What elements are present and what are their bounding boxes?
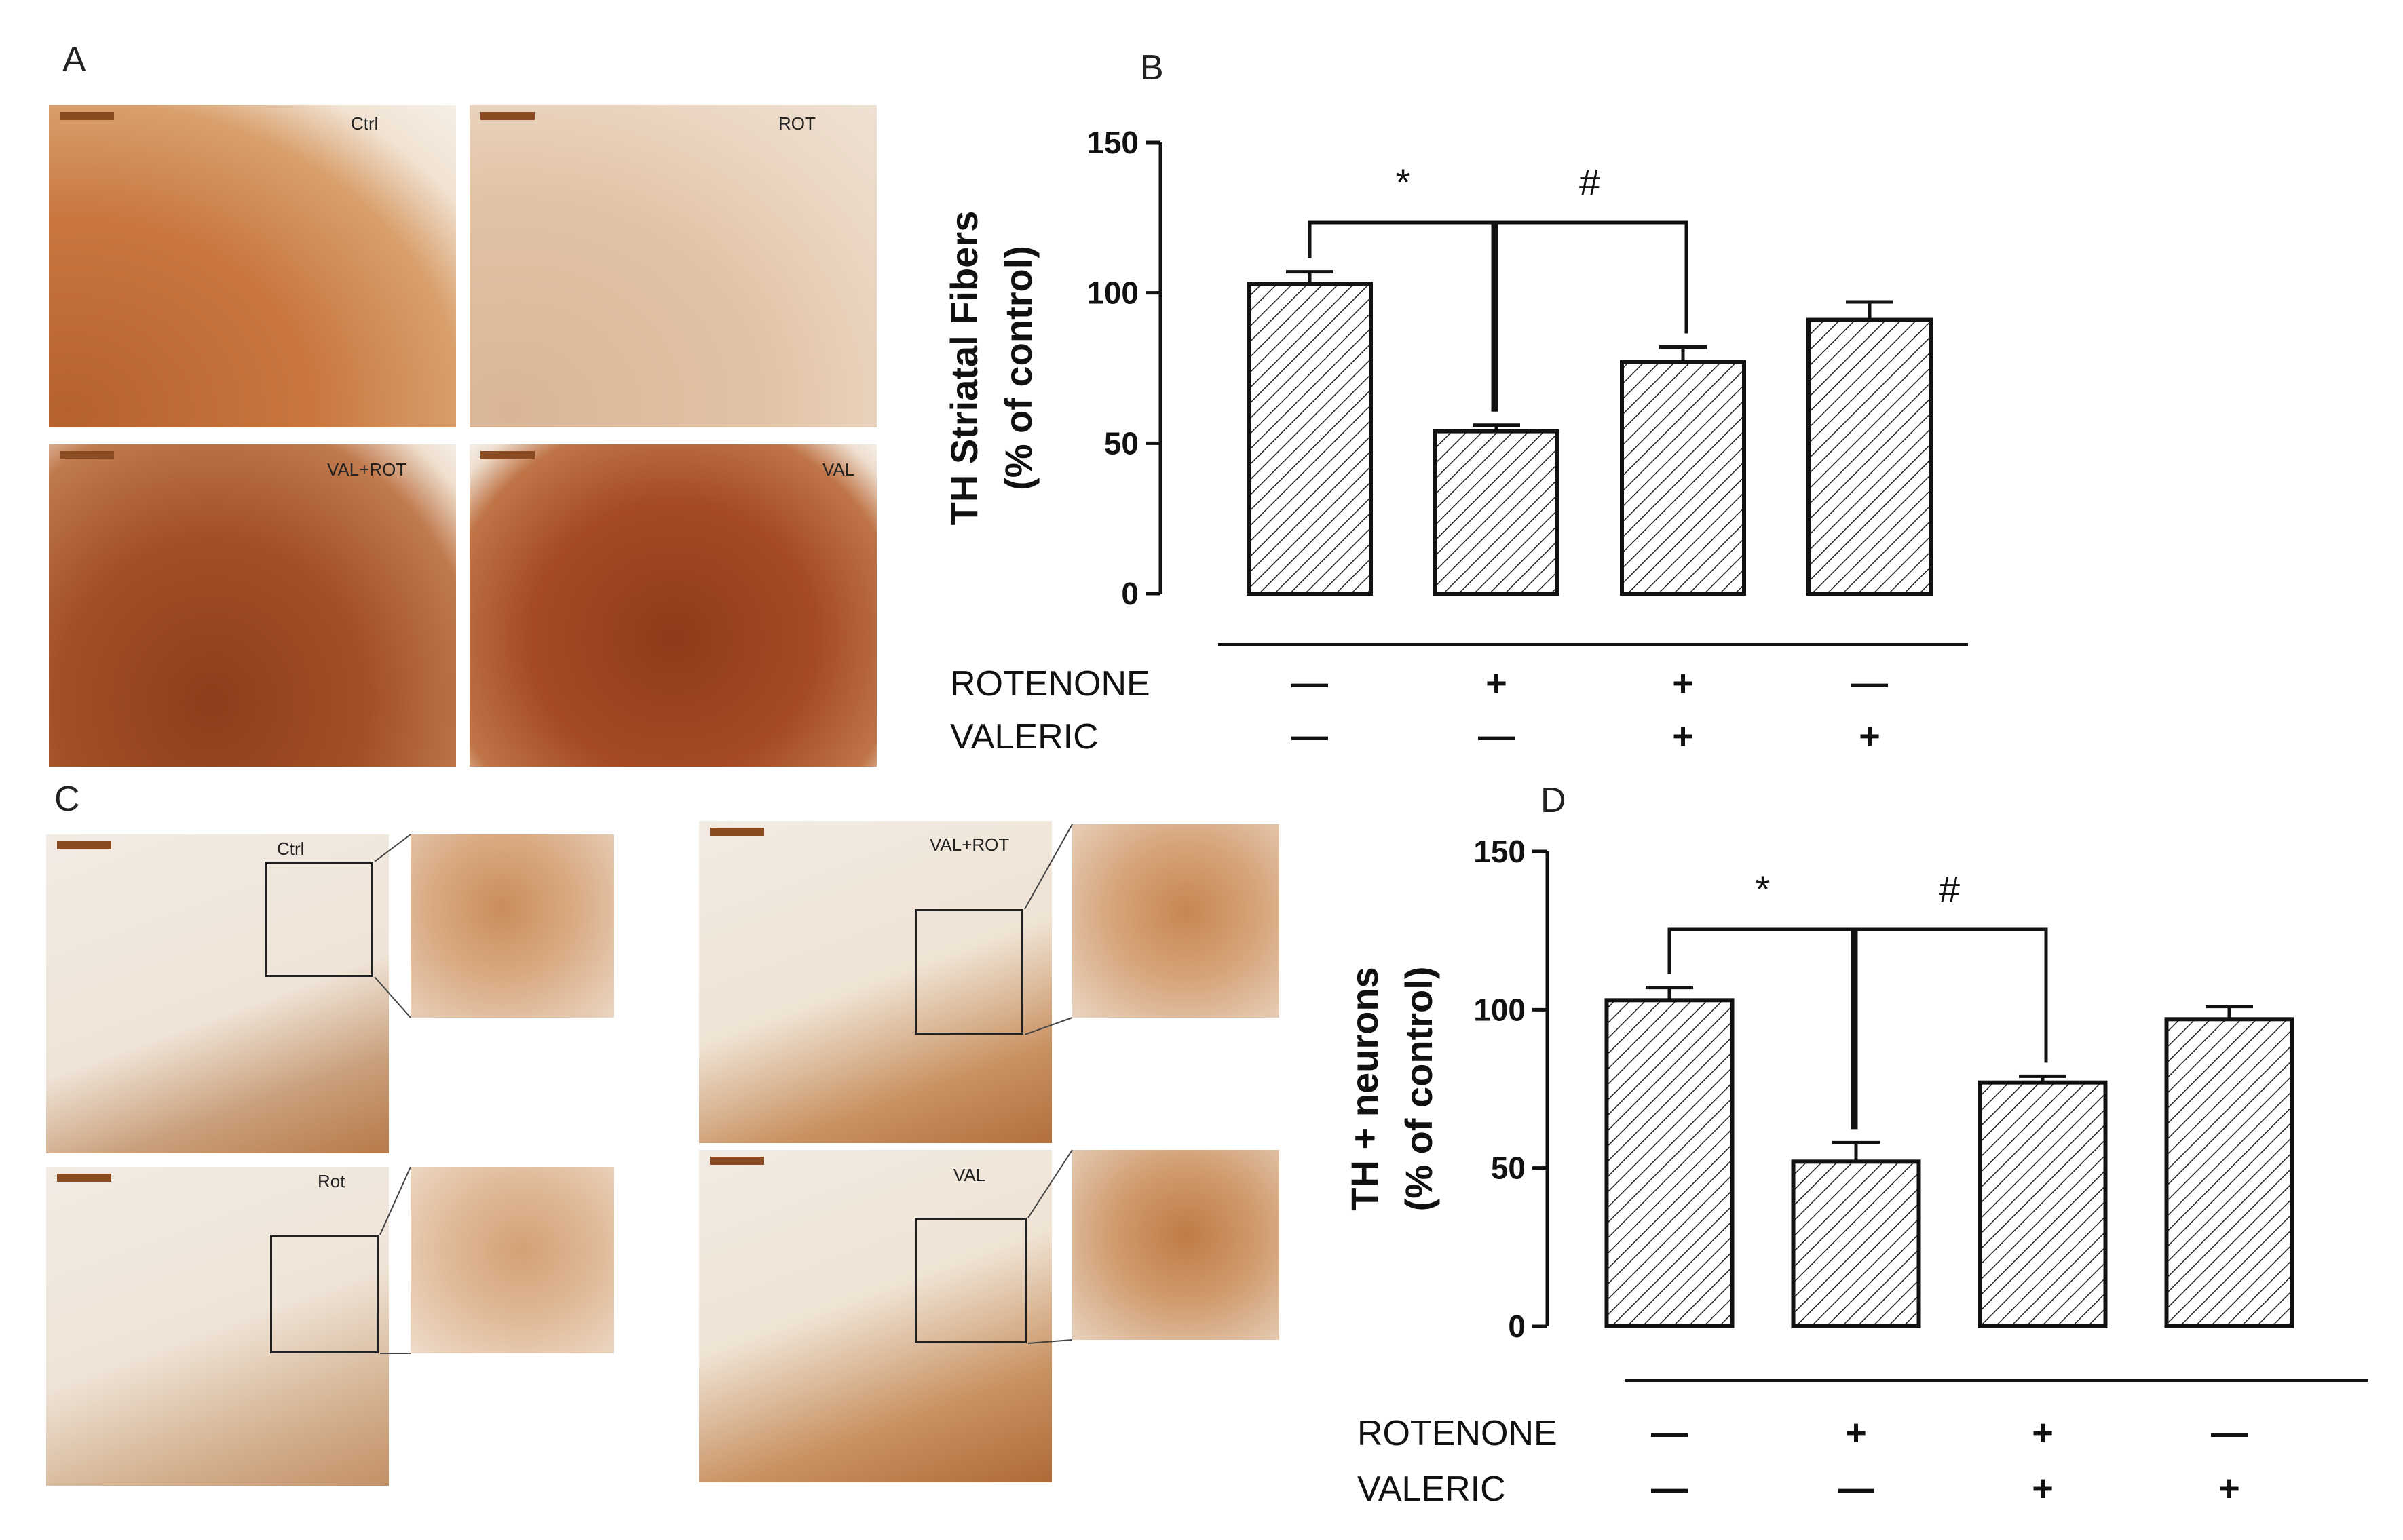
bar	[1433, 429, 1559, 596]
scale-bar	[57, 1174, 111, 1182]
micrograph-label: Ctrl	[277, 839, 305, 859]
scale-bar	[60, 112, 114, 120]
micrograph-c-ctrl-inset	[411, 834, 614, 1018]
condition-mark: +	[1845, 1412, 1867, 1453]
condition-mark: +	[1859, 716, 1880, 756]
y-axis-label-2: (% of control)	[997, 246, 1040, 490]
condition-mark: —	[1851, 663, 1888, 704]
micrograph-label: ROT	[778, 113, 816, 134]
condition-mark: —	[1291, 716, 1328, 756]
y-tick-label: 150	[1086, 125, 1139, 160]
condition-label: VALERIC	[1357, 1469, 1506, 1509]
micrograph-a-val: VAL	[470, 444, 877, 767]
condition-mark: +	[2032, 1468, 2054, 1509]
y-axis-label-2: (% of control)	[1397, 967, 1440, 1212]
significance-bracket: *	[1308, 161, 1495, 412]
bar	[2164, 1017, 2294, 1328]
significance-symbol: #	[1579, 161, 1600, 204]
scale-bar	[710, 1157, 764, 1165]
y-tick-label: 0	[1121, 576, 1139, 611]
micrograph-label: Rot	[318, 1171, 345, 1191]
zoom-box	[265, 862, 373, 977]
micrograph-c-rot: Rot	[46, 1167, 389, 1486]
significance-symbol: *	[1756, 868, 1771, 910]
chart-b: 0 50 100 150 TH Striatal Fibers (% of control…	[943, 125, 1968, 756]
chart-d: 0 50 100 150 TH + neurons (% of control) * # ROT…	[1350, 834, 2368, 1509]
y-tick-label: 50	[1104, 425, 1139, 461]
significance-bracket: #	[1494, 161, 1688, 412]
condition-mark: —	[2211, 1412, 2248, 1453]
significance-bracket: *	[1667, 868, 1855, 1130]
condition-mark: +	[2032, 1412, 2054, 1453]
micrograph-c-val-rot: VAL+ROT	[699, 821, 1052, 1143]
bar	[1247, 282, 1373, 596]
micrograph-c-val-inset	[1072, 1150, 1279, 1340]
y-axis-label: TH + neurons	[1350, 967, 1386, 1210]
bar	[1604, 998, 1735, 1328]
condition-label: ROTENONE	[950, 664, 1150, 704]
scale-bar	[57, 841, 111, 849]
y-tick-label: 150	[1473, 834, 1526, 869]
scale-bar	[480, 112, 535, 120]
y-tick-label: 50	[1491, 1151, 1526, 1186]
zoom-box	[915, 909, 1023, 1035]
micrograph-c-val: VAL	[699, 1150, 1052, 1482]
y-tick-label: 0	[1508, 1309, 1526, 1344]
bracket-line	[1667, 927, 1855, 1130]
scale-bar	[480, 451, 535, 459]
micrograph-c-ctrl: Ctrl	[46, 834, 389, 1153]
zoom-box	[915, 1218, 1027, 1343]
bar	[1620, 360, 1746, 596]
significance-bracket: #	[1854, 868, 2048, 1130]
condition-mark: +	[1672, 716, 1694, 756]
panel-letter-d: D	[1540, 781, 1566, 820]
condition-mark: +	[2218, 1468, 2240, 1509]
significance-symbol: #	[1939, 868, 1960, 910]
micrograph-label: VAL	[953, 1165, 986, 1185]
y-tick-label: 100	[1086, 275, 1139, 311]
micrograph-a-ctrl: Ctrl	[49, 105, 456, 427]
condition-mark: —	[1651, 1468, 1688, 1509]
micrograph-c-val-rot-inset	[1072, 824, 1279, 1018]
bar	[1978, 1080, 2108, 1328]
condition-mark: +	[1672, 663, 1694, 704]
panel-letter-b: B	[1140, 48, 1164, 88]
zoom-box	[270, 1235, 379, 1353]
micrograph-label: VAL+ROT	[930, 834, 1010, 855]
condition-label: ROTENONE	[1357, 1414, 1557, 1453]
micrograph-c-rot-inset	[411, 1167, 614, 1353]
condition-mark: +	[1486, 663, 1507, 704]
bracket-line	[1854, 927, 2048, 1130]
micrograph-label: VAL	[822, 459, 855, 480]
y-axis-label: TH Striatal Fibers	[943, 211, 985, 526]
micrograph-label: Ctrl	[351, 113, 379, 134]
panel-letter-c: C	[54, 779, 80, 819]
bar	[1806, 317, 1933, 596]
scale-bar	[710, 828, 764, 836]
scale-bar	[60, 451, 114, 459]
condition-mark: —	[1291, 663, 1328, 704]
bracket-line	[1308, 220, 1495, 412]
micrograph-a-val-rot: VAL+ROT	[49, 444, 456, 767]
condition-mark: —	[1478, 716, 1515, 756]
panel-letter-a: A	[62, 40, 86, 79]
y-tick-label: 100	[1473, 992, 1526, 1027]
condition-mark: —	[1651, 1412, 1688, 1453]
bracket-line	[1494, 220, 1688, 412]
significance-symbol: *	[1396, 161, 1411, 204]
condition-mark: —	[1838, 1468, 1874, 1509]
condition-label: VALERIC	[950, 717, 1099, 756]
bar	[1791, 1159, 1921, 1329]
micrograph-a-rot: ROT	[470, 105, 877, 427]
micrograph-label: VAL+ROT	[327, 459, 407, 480]
